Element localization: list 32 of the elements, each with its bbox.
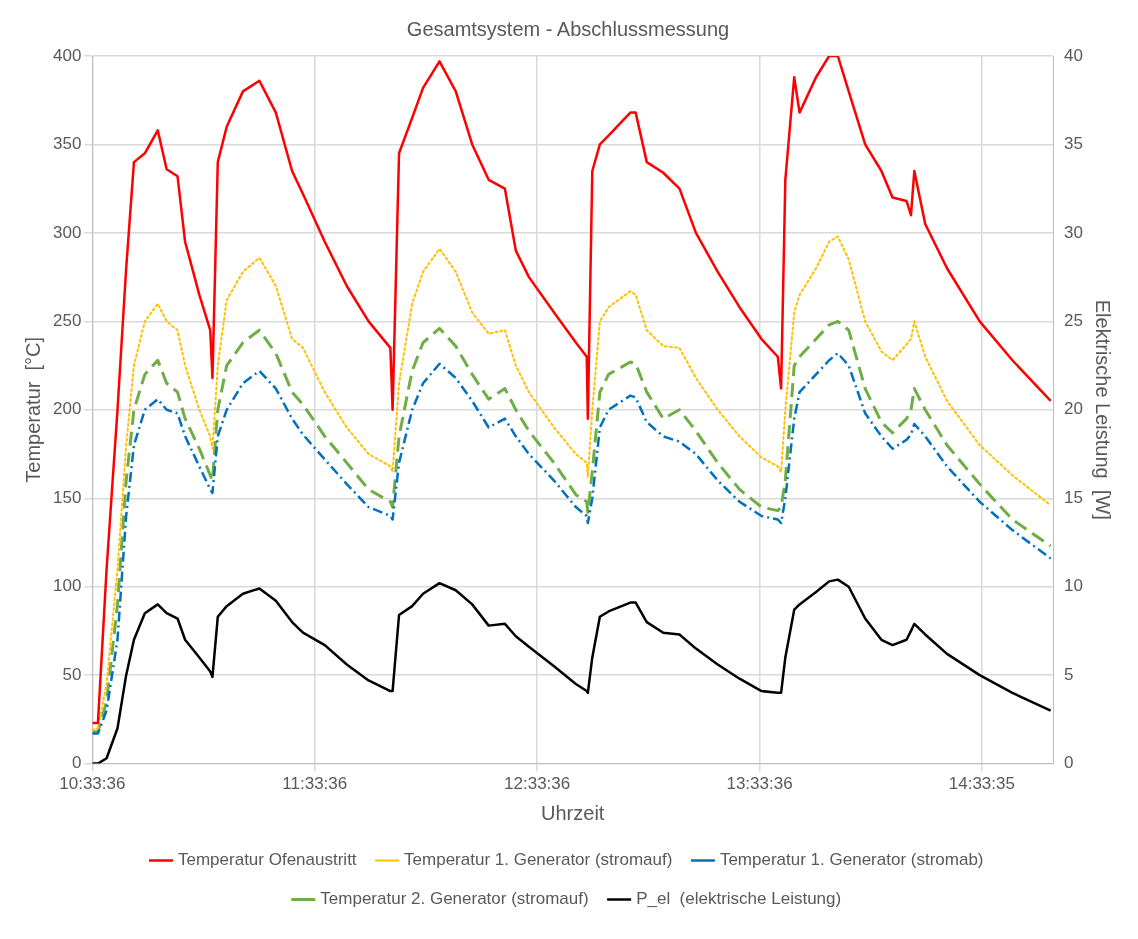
y-tick-label: 0 xyxy=(71,753,82,773)
chart-title: Gesamtsystem - Abschlussmessung xyxy=(406,17,730,40)
x-tick-label: 13:33:36 xyxy=(726,774,793,794)
y-tick-label: 400 xyxy=(52,45,82,65)
y2-tick-label: 25 xyxy=(1064,311,1084,331)
y-tick-label: 100 xyxy=(52,576,82,596)
y2-tick-label: 5 xyxy=(1064,664,1074,684)
y2-tick-label: 30 xyxy=(1064,222,1084,242)
x-axis-title: Uhrzeit xyxy=(541,801,605,824)
y2-tick-label: 35 xyxy=(1064,134,1084,154)
legend-label: Temperatur 1. Generator (stromab) xyxy=(719,850,984,870)
y2-tick-label: 0 xyxy=(1064,753,1074,773)
y-tick-label: 150 xyxy=(52,487,82,507)
legend-label: Temperatur Ofenaustritt xyxy=(178,850,357,870)
y2-tick-label: 10 xyxy=(1064,576,1084,596)
legend-label: P_el (elektrische Leistung) xyxy=(636,889,842,909)
y-tick-label: 50 xyxy=(62,664,82,684)
x-tick-label: 11:33:36 xyxy=(282,774,348,794)
x-tick-label: 14:33:35 xyxy=(948,774,1015,794)
y-tick-label: 200 xyxy=(52,399,82,419)
y2-tick-label: 20 xyxy=(1064,399,1084,419)
legend-label: Temperatur 2. Generator (stromauf) xyxy=(320,889,589,909)
y2-tick-label: 15 xyxy=(1064,487,1084,507)
x-tick-label: 12:33:36 xyxy=(504,774,571,794)
y-tick-label: 250 xyxy=(52,311,82,331)
y-axis-title: Temperatur [°C] xyxy=(21,336,44,483)
y2-axis-title: Elektrische Leistung [W] xyxy=(1092,299,1115,520)
y-tick-label: 350 xyxy=(52,134,82,154)
y2-tick-label: 40 xyxy=(1064,45,1084,65)
y-tick-label: 300 xyxy=(52,222,82,242)
x-tick-label: 10:33:36 xyxy=(59,774,126,794)
legend-label: Temperatur 1. Generator (stromauf) xyxy=(404,850,673,870)
